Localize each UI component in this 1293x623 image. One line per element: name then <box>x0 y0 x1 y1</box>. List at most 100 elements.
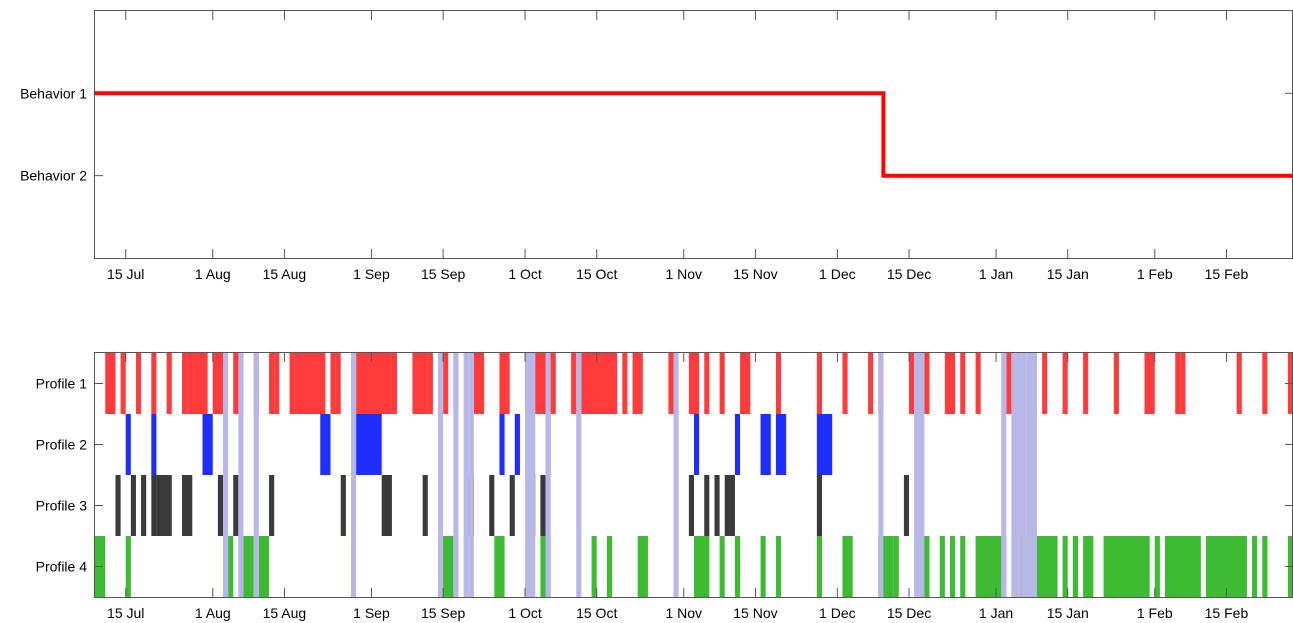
chart-profiles-bar-profile-1 <box>1083 353 1089 414</box>
chart-profiles-bar-profile-4 <box>243 536 254 597</box>
chart-profiles-bar-profile-1 <box>581 353 618 414</box>
chart-profiles-xtick-label: 15 Jan <box>1047 605 1089 621</box>
chart-behavior-xtick-label: 1 Sep <box>353 266 390 282</box>
chart-profiles-bar-profile-4 <box>1083 536 1094 597</box>
chart-behavior-frame <box>94 10 1293 259</box>
chart-profiles-bar-profile-1 <box>842 353 848 414</box>
chart-profiles-bar-profile-4 <box>949 536 956 597</box>
chart-profiles-bar-profile-1 <box>356 353 392 414</box>
chart-profiles-bar-profile-1 <box>1006 353 1012 414</box>
chart-profiles-bar-profile-4 <box>775 536 782 597</box>
chart-profiles-bar-profile-3 <box>156 475 172 536</box>
chart-profiles-xtick-label: 1 Nov <box>665 605 702 621</box>
chart-profiles-bar-profile-4 <box>258 536 270 597</box>
chart-profiles-highlight-band <box>545 353 551 597</box>
chart-profiles-bar-profile-4 <box>719 536 725 597</box>
chart-profiles-bar-profile-3 <box>182 475 193 536</box>
chart-profiles-bar-profile-1 <box>187 353 203 414</box>
chart-profiles-bar-profile-1 <box>909 353 915 414</box>
chart-profiles-bar-profile-1 <box>1175 353 1181 414</box>
chart-profiles-bar-profile-1 <box>1236 353 1242 414</box>
chart-profiles-bar-profile-4 <box>960 536 966 597</box>
chart-profiles-bar-profile-4 <box>1062 536 1068 597</box>
chart-profiles: 15 Jul 1 Aug 15 Aug 1 Sep 15 Sep 1 Oct 15 Oct 1… <box>36 352 1293 621</box>
chart-profiles-xtick-label: 1 Sep <box>353 605 390 621</box>
chart-profiles-bar-profile-1 <box>775 353 782 414</box>
chart-profiles-ytick-label-profile-4: Profile 4 <box>36 559 88 575</box>
chart-profiles-bar-profile-1 <box>289 353 295 414</box>
chart-profiles-ytick-label-profile-2: Profile 2 <box>36 437 88 453</box>
chart-profiles-bar-profile-4 <box>591 536 597 597</box>
chart-behavior-xtick-label: 15 Aug <box>263 266 307 282</box>
chart-profiles-bar-profile-3 <box>489 475 495 536</box>
chart-profiles-bar-profile-1 <box>975 353 981 414</box>
chart-profiles-bar-profile-3 <box>130 475 136 536</box>
chart-profiles-highlight-band <box>350 353 357 597</box>
chart-profiles-bar-profile-2 <box>356 414 382 475</box>
chart-profiles-bar-profile-1 <box>294 353 326 414</box>
chart-profiles-bar-profile-4 <box>606 536 613 597</box>
chart-profiles-ytick-label-profile-3: Profile 3 <box>36 498 88 514</box>
chart-behavior: 15 Jul 1 Aug 15 Aug 1 Sep 15 Sep 1 Oct 15 Oct 1… <box>20 10 1293 282</box>
chart-profiles-bar-profile-3 <box>540 475 546 536</box>
chart-profiles-highlight-band <box>438 353 444 597</box>
chart-profiles-xtick-label: 1 Jan <box>979 605 1013 621</box>
chart-profiles-bar-profile-4 <box>893 536 899 597</box>
chart-profiles-highlight-band <box>576 353 582 597</box>
chart-profiles-ytick-label-profile-1: Profile 1 <box>36 376 88 392</box>
chart-profiles-highlight-band <box>238 353 244 597</box>
chart-behavior-ytick-label-behavior-1: Behavior 1 <box>20 85 87 101</box>
chart-profiles-bar-profile-1 <box>182 353 188 414</box>
chart-behavior-xtick-label: 1 Feb <box>1137 266 1173 282</box>
chart-profiles-bar-profile-2 <box>760 414 771 475</box>
chart-profiles-xtick-label: 15 Sep <box>421 605 466 621</box>
chart-profiles-highlight-band <box>525 353 536 597</box>
chart-profiles-highlight-band <box>914 353 925 597</box>
chart-profiles-xtick-label: 1 Oct <box>508 605 542 621</box>
chart-profiles-bar-profile-1 <box>719 353 725 414</box>
chart-profiles-bar-profile-3 <box>151 475 157 536</box>
chart-profiles-highlight-band <box>1021 353 1027 597</box>
chart-profiles-bar-profile-2 <box>816 414 833 475</box>
chart-profiles-highlight-band <box>878 353 884 597</box>
chart-profiles-bar-profile-4 <box>939 536 945 597</box>
chart-profiles-bar-profile-1 <box>135 353 142 414</box>
chart-profiles-bar-profile-1 <box>269 353 275 414</box>
chart-profiles-bar-profile-4 <box>975 536 1007 597</box>
chart-profiles-bar-profile-4 <box>1072 536 1078 597</box>
chart-profiles-bar-profile-2 <box>202 414 213 475</box>
chart-profiles-bar-profile-1 <box>212 353 223 414</box>
chart-profiles-bar-profile-4 <box>816 536 822 597</box>
chart-profiles-bar-profile-3 <box>509 475 515 536</box>
chart-profiles-bar-profile-3 <box>340 475 346 536</box>
chart-profiles-bar-profile-3 <box>141 475 147 536</box>
chart-profiles-highlight-band <box>453 353 459 597</box>
chart-profiles-bar-profile-4 <box>1165 536 1201 597</box>
chart-behavior-xtick-label: 15 Oct <box>576 266 617 282</box>
chart-profiles-bars <box>95 353 1293 597</box>
chart-profiles-bar-profile-1 <box>632 353 643 414</box>
chart-profiles-bar-profile-1 <box>960 353 966 414</box>
chart-profiles-bar-profile-1 <box>1144 353 1155 414</box>
chart-behavior-xtick-label: 1 Aug <box>195 266 231 282</box>
chart-profiles-bar-profile-2 <box>775 414 787 475</box>
chart-profiles-bar-profile-1 <box>120 353 126 414</box>
chart-profiles-bar-profile-3 <box>816 475 822 536</box>
chart-behavior-xtick-label: 1 Nov <box>665 266 702 282</box>
chart-profiles-xtick-label: 15 Feb <box>1205 605 1249 621</box>
chart-profiles-bar-profile-1 <box>1262 353 1268 414</box>
chart-behavior-xtick-label: 1 Oct <box>508 266 542 282</box>
chart-profiles-bar-profile-2 <box>734 414 741 475</box>
chart-profiles-bar-profile-4 <box>637 536 648 597</box>
chart-profiles-bar-profile-1 <box>105 353 116 414</box>
chart-behavior-xtick-label: 15 Dec <box>887 266 931 282</box>
chart-profiles-y-labels: Profile 1 Profile 2 Profile 3 Profile 4 <box>36 376 1293 575</box>
chart-profiles-bar-profile-4 <box>125 536 131 597</box>
chart-profiles-highlight-band <box>253 353 259 597</box>
chart-profiles-bar-profile-1 <box>330 353 336 414</box>
chart-profiles-bar-profile-1 <box>202 353 208 414</box>
chart-profiles-bar-profile-1 <box>391 353 398 414</box>
chart-profiles-bar-profile-1 <box>499 353 510 414</box>
chart-behavior-y-labels: Behavior 1 Behavior 2 <box>20 85 1293 184</box>
chart-profiles-bar-profile-3 <box>422 475 428 536</box>
